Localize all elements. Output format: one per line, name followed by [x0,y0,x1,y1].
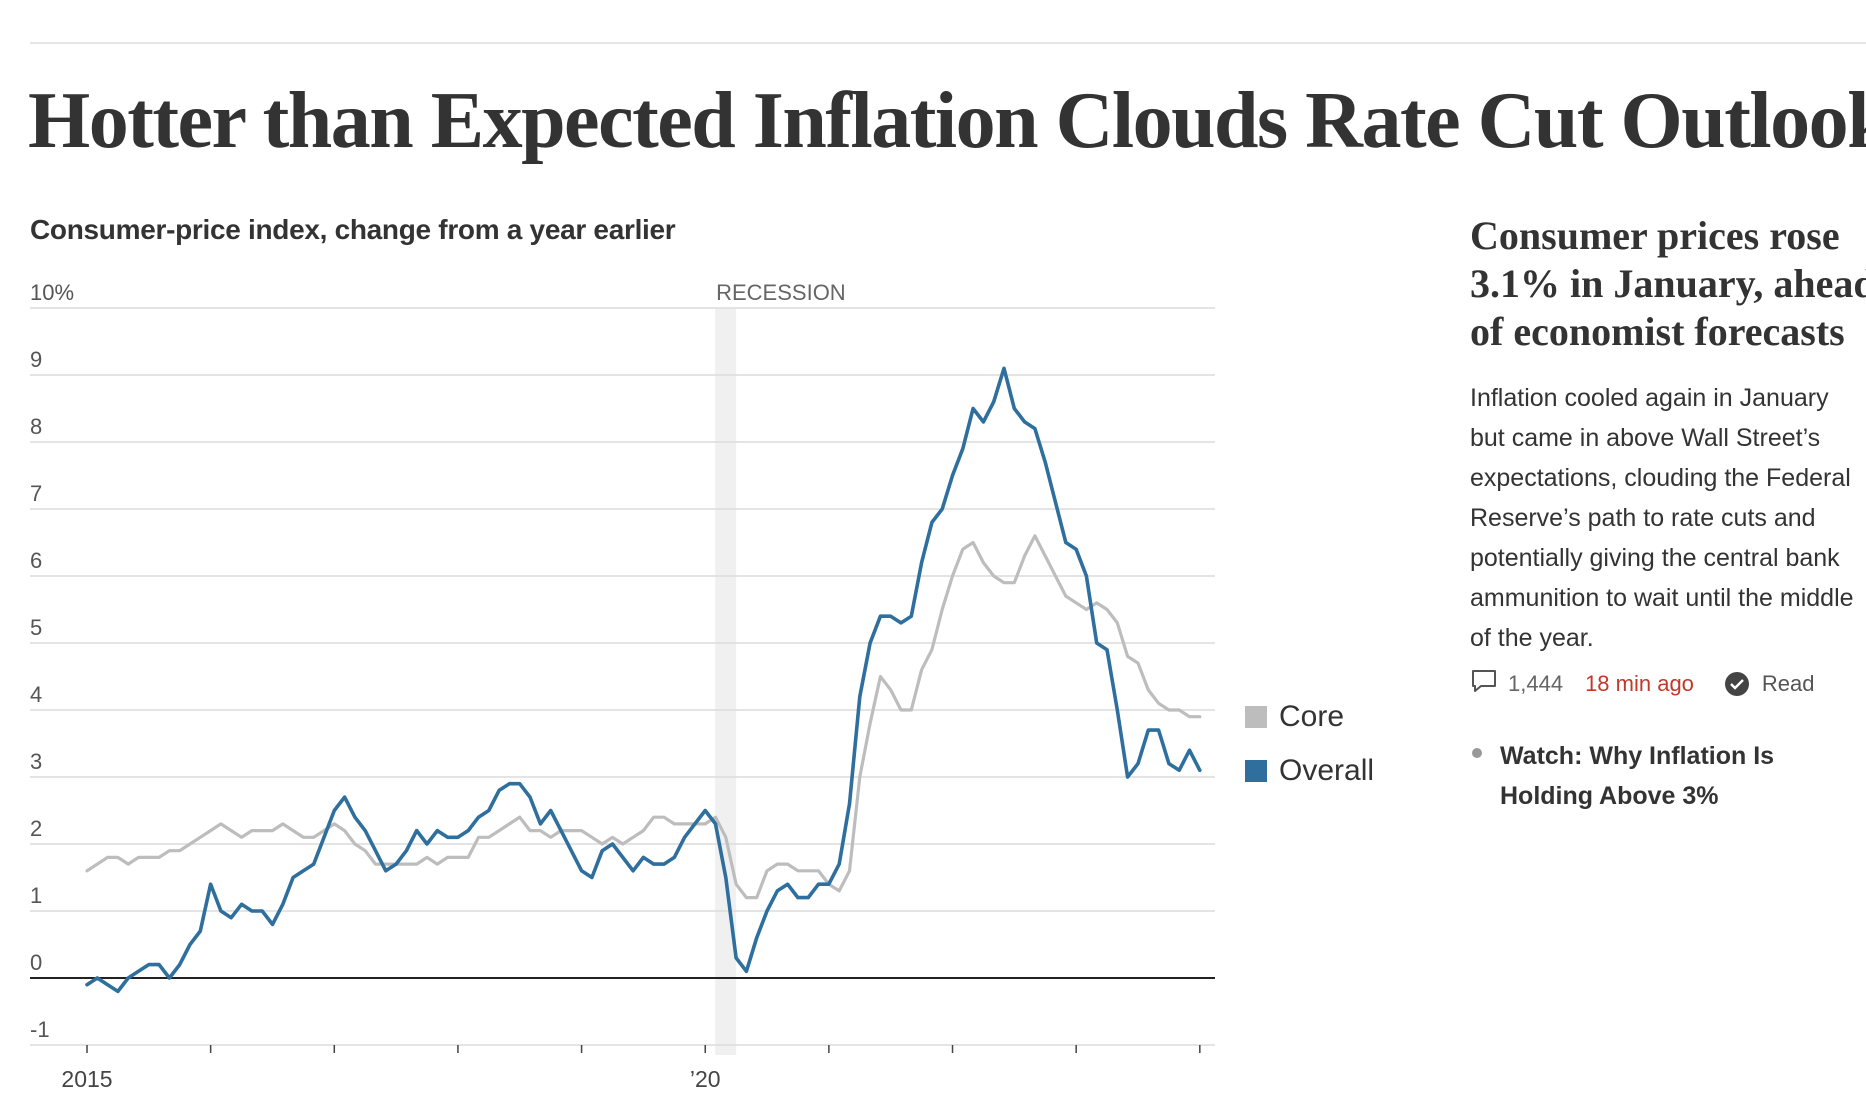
article-meta: 1,444 18 min ago Read [1470,668,1866,700]
bullet-icon [1472,748,1482,758]
legend-core-label: Core [1279,700,1345,733]
series-line-core [85,534,1202,900]
legend-core: Core [1245,690,1374,744]
legend-overall-swatch [1245,760,1267,782]
watch-link-label[interactable]: Watch: Why Inflation Is Holding Above 3% [1500,742,1775,810]
legend-overall: Overall [1245,744,1374,798]
y-tick-label: 6 [30,548,42,573]
x-tick-label: 2015 [61,1066,112,1092]
y-tick-label: 10% [30,280,74,305]
y-tick-label: 1 [30,883,42,908]
read-indicator: Read [1724,671,1815,697]
watch-link[interactable]: Watch: Why Inflation Is Holding Above 3% [1470,736,1866,816]
y-tick-label: 4 [30,682,42,707]
page-headline: Hotter than Expected Inflation Clouds Ra… [28,77,1866,165]
check-circle-icon [1724,672,1749,696]
y-tick-label: 8 [30,414,42,439]
y-tick-label: 3 [30,749,42,774]
chart-legend: Core Overall [1245,690,1374,798]
recession-band [715,308,737,1055]
top-rule [30,42,1866,44]
legend-core-swatch [1245,706,1267,728]
article-headline[interactable]: Consumer prices rose 3.1% in January, ah… [1470,213,1866,354]
comment-count[interactable]: 1,444 [1508,671,1564,696]
series-line-overall [85,366,1202,994]
y-tick-label: 9 [30,347,42,372]
inflation-chart: RECESSION 10% 9 8 7 6 5 4 3 2 1 0 -1 2015 ’20 [30,280,1215,1092]
y-tick-label: 2 [30,816,42,841]
related-article: Consumer prices rose 3.1% in January, ah… [1470,212,1866,816]
comment-icon[interactable] [1470,668,1498,700]
recession-label: RECESSION [716,280,846,305]
read-label: Read [1761,671,1815,696]
y-tick-label: -1 [30,1017,50,1042]
y-tick-label: 7 [30,481,42,506]
y-tick-label: 5 [30,615,42,640]
legend-overall-label: Overall [1279,754,1375,787]
article-summary: Inflation cooled again in January but ca… [1470,384,1854,652]
y-tick-label: 0 [30,950,42,975]
x-tick-label: ’20 [690,1066,721,1092]
timestamp: 18 min ago [1585,671,1694,696]
chart-title: Consumer-price index, change from a year… [30,214,676,245]
